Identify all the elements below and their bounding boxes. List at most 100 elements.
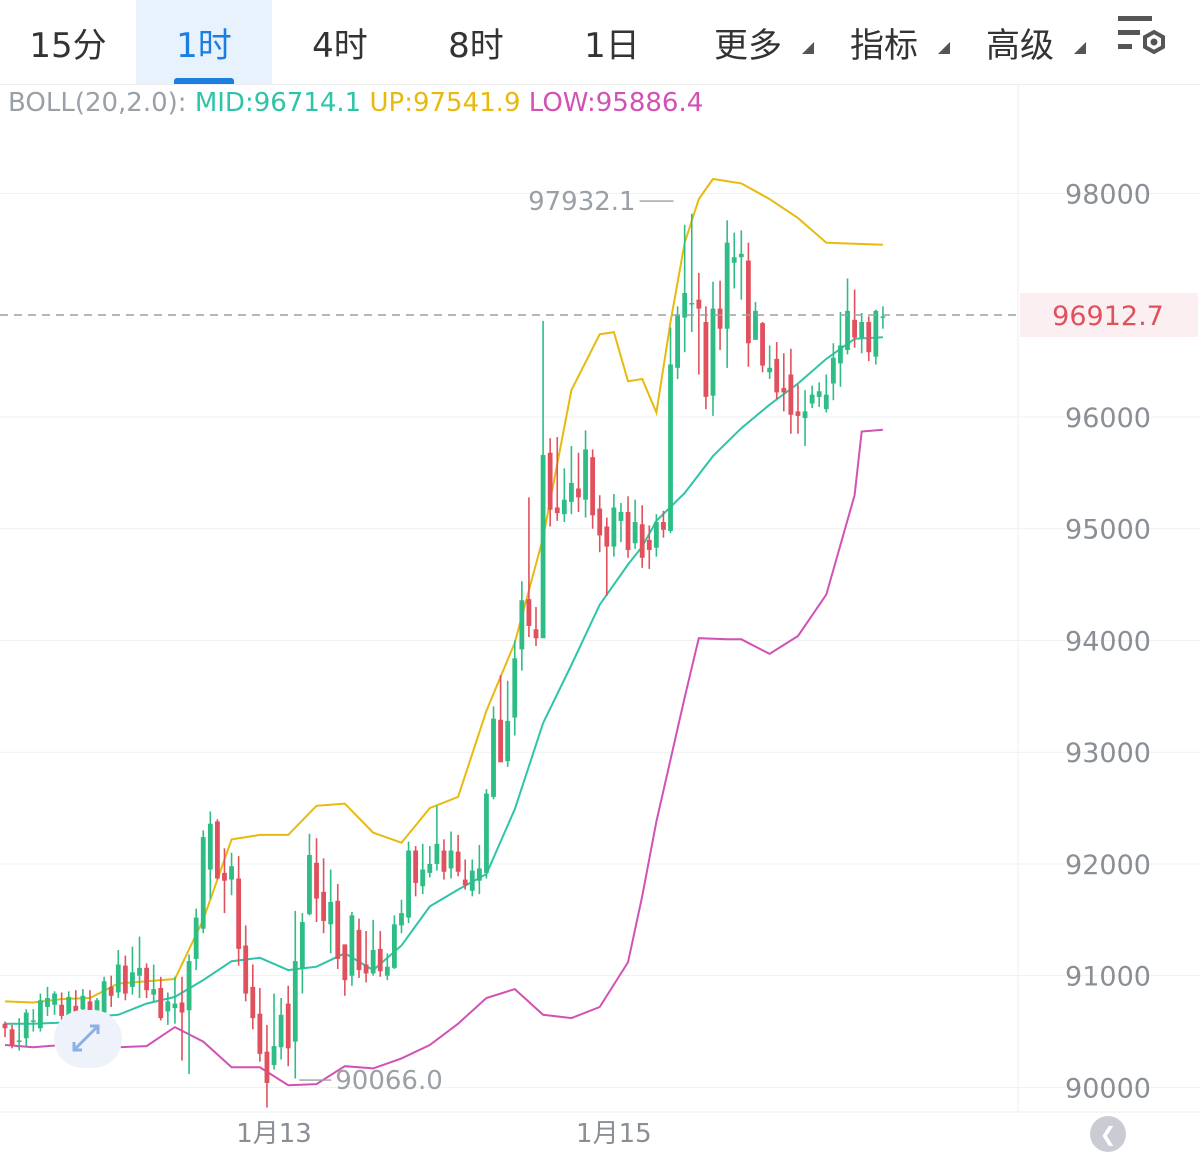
candle-body bbox=[505, 720, 511, 762]
tab-3[interactable]: 4时 bbox=[272, 0, 408, 84]
tab-8[interactable]: 高级 bbox=[952, 0, 1088, 84]
candle-body bbox=[30, 1020, 36, 1022]
candle bbox=[540, 320, 546, 639]
tab-label: 1时 bbox=[176, 25, 232, 66]
candle bbox=[703, 306, 709, 410]
candle bbox=[314, 838, 319, 923]
tab-label: 高级 bbox=[986, 25, 1054, 66]
candle-body bbox=[625, 511, 631, 550]
candle-body bbox=[448, 850, 454, 869]
candle bbox=[342, 944, 348, 996]
candle bbox=[45, 986, 50, 1016]
candle-body bbox=[158, 987, 164, 1019]
candle-body bbox=[441, 850, 447, 872]
candle-body bbox=[314, 862, 319, 899]
candle-body bbox=[94, 1000, 100, 1012]
dropdown-triangle-icon bbox=[938, 42, 950, 54]
candle bbox=[625, 496, 631, 558]
candle bbox=[236, 856, 242, 966]
candle-body bbox=[335, 900, 341, 959]
candle bbox=[809, 385, 815, 409]
candle bbox=[179, 976, 185, 1061]
candle-body bbox=[484, 793, 489, 873]
candle bbox=[151, 964, 157, 1002]
candle-body bbox=[80, 995, 86, 1010]
candle bbox=[639, 505, 645, 568]
fullscreen-icon[interactable] bbox=[54, 1010, 122, 1068]
tab-2[interactable]: 1时 bbox=[136, 0, 272, 84]
candle-body bbox=[9, 1029, 15, 1045]
candle bbox=[399, 899, 404, 934]
candle-body bbox=[823, 394, 829, 410]
candle bbox=[193, 908, 199, 971]
candle-body bbox=[215, 821, 220, 879]
tab-7[interactable]: 指标 bbox=[816, 0, 952, 84]
candle bbox=[462, 859, 468, 890]
candle bbox=[299, 913, 305, 994]
candle-body bbox=[377, 948, 383, 972]
boll-low: LOW:95886.4 bbox=[528, 88, 704, 118]
y-tick-label: 95000 bbox=[1065, 515, 1151, 546]
candle-body bbox=[307, 855, 312, 915]
candle bbox=[866, 316, 872, 362]
candle-body bbox=[59, 1004, 65, 1016]
candle-body bbox=[172, 1003, 178, 1009]
candle-body bbox=[207, 823, 213, 870]
candle bbox=[406, 841, 411, 924]
candle bbox=[845, 278, 850, 355]
tab-4[interactable]: 8时 bbox=[408, 0, 544, 84]
y-tick-label: 96000 bbox=[1065, 403, 1151, 434]
candle-body bbox=[561, 499, 567, 515]
candle bbox=[137, 936, 142, 999]
candle bbox=[370, 919, 376, 976]
candle-body bbox=[137, 967, 142, 976]
candle-body bbox=[264, 1051, 270, 1083]
tab-6[interactable]: 更多 bbox=[680, 0, 816, 84]
tab-label: 指标 bbox=[850, 25, 918, 66]
candle-body bbox=[731, 257, 737, 263]
scroll-to-latest-icon[interactable]: ❮ bbox=[1090, 1116, 1126, 1152]
tab-1[interactable]: 15分 bbox=[0, 0, 136, 84]
candle bbox=[795, 384, 801, 434]
candle bbox=[823, 374, 829, 413]
candle bbox=[646, 525, 652, 569]
candle-body bbox=[859, 322, 865, 338]
candle bbox=[632, 499, 638, 549]
candle-body bbox=[632, 522, 638, 544]
current-price-label: 96912.7 bbox=[1052, 301, 1164, 332]
candle-body bbox=[802, 411, 808, 419]
candle-body bbox=[38, 1000, 43, 1029]
candle-body bbox=[292, 961, 298, 1042]
candle-body bbox=[526, 599, 532, 626]
boll-indicator-legend: BOLL(20,2.0): MID:96714.1 UP:97541.9 LOW… bbox=[8, 88, 703, 118]
candle-body bbox=[816, 391, 822, 397]
candlestick-chart[interactable]: 98000 96000 95000 94000 93000 92000 91000 90000… bbox=[0, 84, 1200, 1152]
candle bbox=[533, 606, 539, 647]
candle bbox=[384, 953, 390, 981]
candle bbox=[2, 1021, 8, 1038]
candle bbox=[108, 975, 114, 1007]
y-tick-label: 90000 bbox=[1065, 1073, 1151, 1104]
candle bbox=[250, 964, 256, 1030]
tab-5[interactable]: 1日 bbox=[544, 0, 680, 84]
candle bbox=[186, 954, 192, 1075]
candle-body bbox=[646, 539, 652, 550]
candle-body bbox=[873, 310, 879, 357]
candle-body bbox=[23, 1012, 29, 1039]
candle bbox=[158, 976, 164, 1021]
candle bbox=[243, 925, 249, 1002]
current-price-tag bbox=[1020, 292, 1198, 337]
tab-label: 4时 bbox=[312, 25, 368, 66]
candle bbox=[264, 1024, 270, 1108]
chart-settings-icon[interactable] bbox=[1114, 10, 1174, 70]
candle-body bbox=[696, 299, 702, 309]
candle-body bbox=[151, 989, 157, 995]
candle bbox=[484, 789, 489, 879]
candle-body bbox=[115, 964, 121, 993]
candle bbox=[668, 327, 673, 534]
candle-body bbox=[363, 964, 369, 974]
candle-body bbox=[774, 358, 780, 393]
candle-body bbox=[469, 870, 475, 891]
candle bbox=[349, 911, 355, 986]
candle-body bbox=[554, 507, 560, 514]
